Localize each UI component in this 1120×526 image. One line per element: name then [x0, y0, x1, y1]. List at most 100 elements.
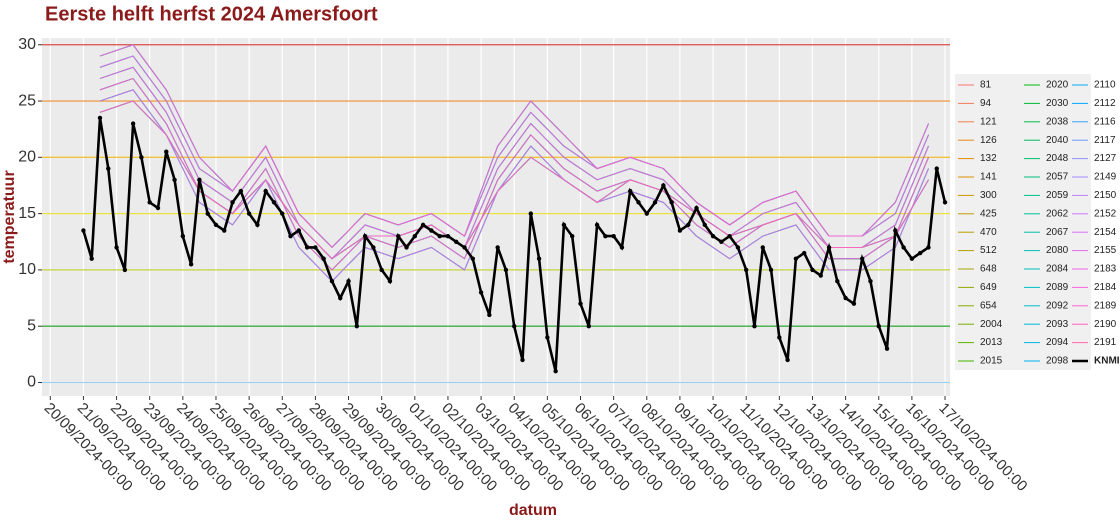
- data-point: [942, 200, 948, 205]
- legend-label: 2092: [1046, 300, 1069, 311]
- data-point: [379, 267, 384, 273]
- data-point: [429, 228, 434, 233]
- legend-label: 2155: [1094, 245, 1117, 256]
- data-point: [470, 256, 476, 261]
- legend-label: 470: [980, 227, 997, 238]
- data-point: [760, 245, 765, 250]
- data-point: [296, 228, 302, 233]
- data-point: [329, 278, 335, 284]
- legend-label: 2067: [1046, 227, 1069, 238]
- data-point: [917, 250, 923, 256]
- legend-label: 2127: [1094, 153, 1117, 164]
- legend-label: 2015: [980, 356, 1003, 367]
- legend-label: 2062: [1046, 208, 1069, 219]
- data-point: [859, 256, 865, 261]
- data-point: [735, 245, 741, 250]
- y-tick-label: 10: [18, 261, 36, 278]
- legend-label: 2110: [1094, 80, 1116, 91]
- data-point: [130, 121, 136, 126]
- legend-label: 2112: [1094, 98, 1116, 109]
- data-point: [619, 245, 625, 250]
- data-point: [545, 335, 550, 340]
- data-point: [97, 115, 103, 121]
- legend-label: 2040: [1046, 135, 1069, 146]
- legend-label: 2152: [1094, 208, 1117, 219]
- data-point: [768, 267, 774, 273]
- data-point: [603, 233, 608, 239]
- data-point: [313, 245, 318, 250]
- data-point: [851, 301, 857, 306]
- chart-title: Eerste helft herfst 2024 Amersfoort: [45, 3, 378, 25]
- data-point: [644, 211, 649, 216]
- data-point: [752, 324, 757, 329]
- legend-label: 2004: [980, 319, 1003, 330]
- legend-label: 81: [980, 80, 992, 91]
- series-line: [99, 44, 929, 249]
- data-point: [263, 188, 268, 194]
- data-point: [412, 233, 418, 239]
- y-tick-label: 30: [18, 36, 36, 53]
- data-point: [172, 177, 177, 183]
- series-line: [99, 100, 929, 260]
- data-point: [536, 256, 542, 261]
- legend-label: 2184: [1094, 282, 1117, 293]
- legend-label: 132: [980, 153, 997, 164]
- data-point: [835, 278, 840, 284]
- data-point: [371, 245, 376, 250]
- y-tick-label: 5: [27, 317, 36, 334]
- data-point: [205, 211, 210, 216]
- legend-label: 654: [980, 300, 997, 311]
- data-point: [89, 256, 94, 261]
- data-point: [321, 256, 326, 261]
- data-point: [197, 177, 202, 183]
- legend-label: 425: [980, 208, 997, 219]
- data-point: [362, 233, 368, 239]
- y-tick-label: 15: [18, 205, 36, 222]
- data-point: [793, 256, 799, 261]
- data-point: [155, 205, 161, 211]
- data-point: [462, 245, 467, 250]
- data-point: [503, 267, 509, 273]
- data-point: [180, 233, 186, 239]
- data-point: [570, 233, 575, 239]
- data-point: [868, 278, 873, 284]
- legend-label: 649: [980, 282, 997, 293]
- data-point: [801, 250, 807, 256]
- legend-label: 2189: [1094, 300, 1117, 311]
- data-point: [669, 200, 674, 205]
- legend-label: 94: [980, 98, 992, 109]
- legend-label: KNMI: [1094, 356, 1120, 367]
- data-point: [719, 239, 724, 244]
- data-point: [338, 295, 343, 301]
- data-point: [495, 245, 500, 250]
- data-point: [702, 222, 707, 228]
- data-point: [487, 312, 492, 318]
- data-point: [222, 228, 227, 233]
- legend-label: 648: [980, 264, 997, 275]
- data-point: [478, 290, 484, 295]
- legend-label: 2149: [1094, 172, 1117, 183]
- legend-label: 141: [980, 172, 997, 183]
- data-point: [876, 324, 881, 329]
- data-point: [304, 245, 310, 250]
- data-point: [512, 324, 517, 329]
- legend-label: 2183: [1094, 264, 1117, 275]
- data-point: [454, 239, 459, 244]
- legend-label: 300: [980, 190, 997, 201]
- data-point: [553, 369, 558, 374]
- data-point: [561, 222, 567, 228]
- data-point: [586, 324, 591, 329]
- data-point: [694, 205, 699, 211]
- data-point: [346, 278, 351, 284]
- legend-label: 2093: [1046, 319, 1069, 330]
- data-point: [114, 245, 119, 250]
- legend-background: [955, 74, 1091, 370]
- y-tick-label: 0: [27, 374, 36, 391]
- data-point: [843, 295, 848, 301]
- y-tick-label: 25: [18, 92, 36, 109]
- data-point: [255, 222, 260, 228]
- legend-label: 126: [980, 135, 997, 146]
- series-line: [99, 89, 929, 282]
- plot-background: [42, 38, 950, 396]
